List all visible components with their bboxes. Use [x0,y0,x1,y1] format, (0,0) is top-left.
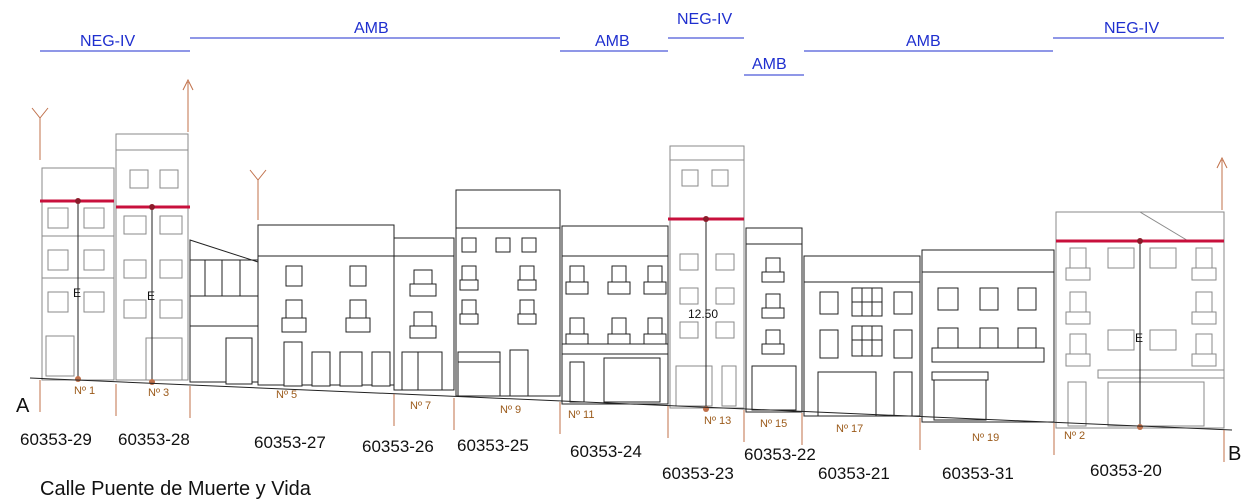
building-n19 [921,249,1055,423]
elevation-markers [31,78,1228,220]
parcel-ticks [39,380,1225,462]
building-n15 [745,227,803,413]
street-numbers: Nº 1 Nº 3 Nº 5 Nº 7 Nº 9 Nº 11 Nº 13 Nº … [74,385,1085,444]
parcel-id: 60353-29 [20,430,92,449]
up-arrow-n3 [182,78,194,132]
street-number: Nº 7 [410,400,431,412]
street-number: Nº 3 [148,387,169,399]
zone-label-neg-iv-1: NEG-IV [80,33,135,50]
zone-label-neg-iv-2: NEG-IV [677,11,732,28]
street-number: Nº 19 [972,432,999,444]
street-number: Nº 11 [568,409,594,421]
y-marker-n5 [249,169,267,220]
street-number: Nº 13 [704,415,731,427]
building-n17 [803,255,921,417]
parcel-id: 60353-21 [818,464,890,483]
parcel-id: 60353-24 [570,442,642,461]
parcel-id: 60353-23 [662,464,734,483]
point-b-label: B [1228,443,1241,465]
up-arrow-right [1216,156,1228,210]
parcel-id: 60353-25 [457,436,529,455]
parcel-id: 60353-31 [942,464,1014,483]
building-n11 [561,225,669,405]
point-a-label: A [16,395,30,417]
parcel-id: 60353-20 [1090,461,1162,480]
street-number: Nº 5 [276,389,297,401]
building-n2 [1055,211,1225,429]
ground-line [29,377,1233,431]
parcel-id: 60353-22 [744,445,816,464]
parcel-ids: 60353-29 60353-28 60353-27 60353-26 6035… [20,430,1162,483]
height-marker-n1: E [73,286,81,300]
street-number: Nº 2 [1064,430,1085,442]
zone-label-amb-1: AMB [354,20,389,37]
building-glazed [189,239,259,385]
parcel-id: 60353-27 [254,433,326,452]
street-number: Nº 15 [760,418,787,430]
zone-label-neg-iv-3: NEG-IV [1104,20,1159,37]
zone-label-amb-2: AMB [595,33,630,50]
street-number: Nº 1 [74,385,95,397]
height-value-label: 12.50 [688,307,718,321]
max-height-lines [40,199,1224,243]
building-n5 [257,224,395,387]
zone-label-amb-4: AMB [906,33,941,50]
parcel-id: 60353-28 [118,430,190,449]
parcel-id: 60353-26 [362,437,434,456]
height-marker-n3: E [147,289,155,303]
zone-label-amb-3: AMB [752,56,787,73]
height-marker-n2: E [1135,331,1143,345]
building-n13 [669,145,745,409]
street-name: Calle Puente de Muerte y Vida [40,478,312,500]
dimension-lines: E E 12.50 E [73,198,1143,430]
building-n7 [393,237,455,391]
street-number: Nº 17 [836,423,863,435]
y-marker-left [31,107,49,160]
building-n9 [455,189,561,397]
street-number: Nº 9 [500,404,521,416]
zoning-bands: NEG-IV AMB AMB NEG-IV AMB AMB NEG-IV [40,11,1224,76]
